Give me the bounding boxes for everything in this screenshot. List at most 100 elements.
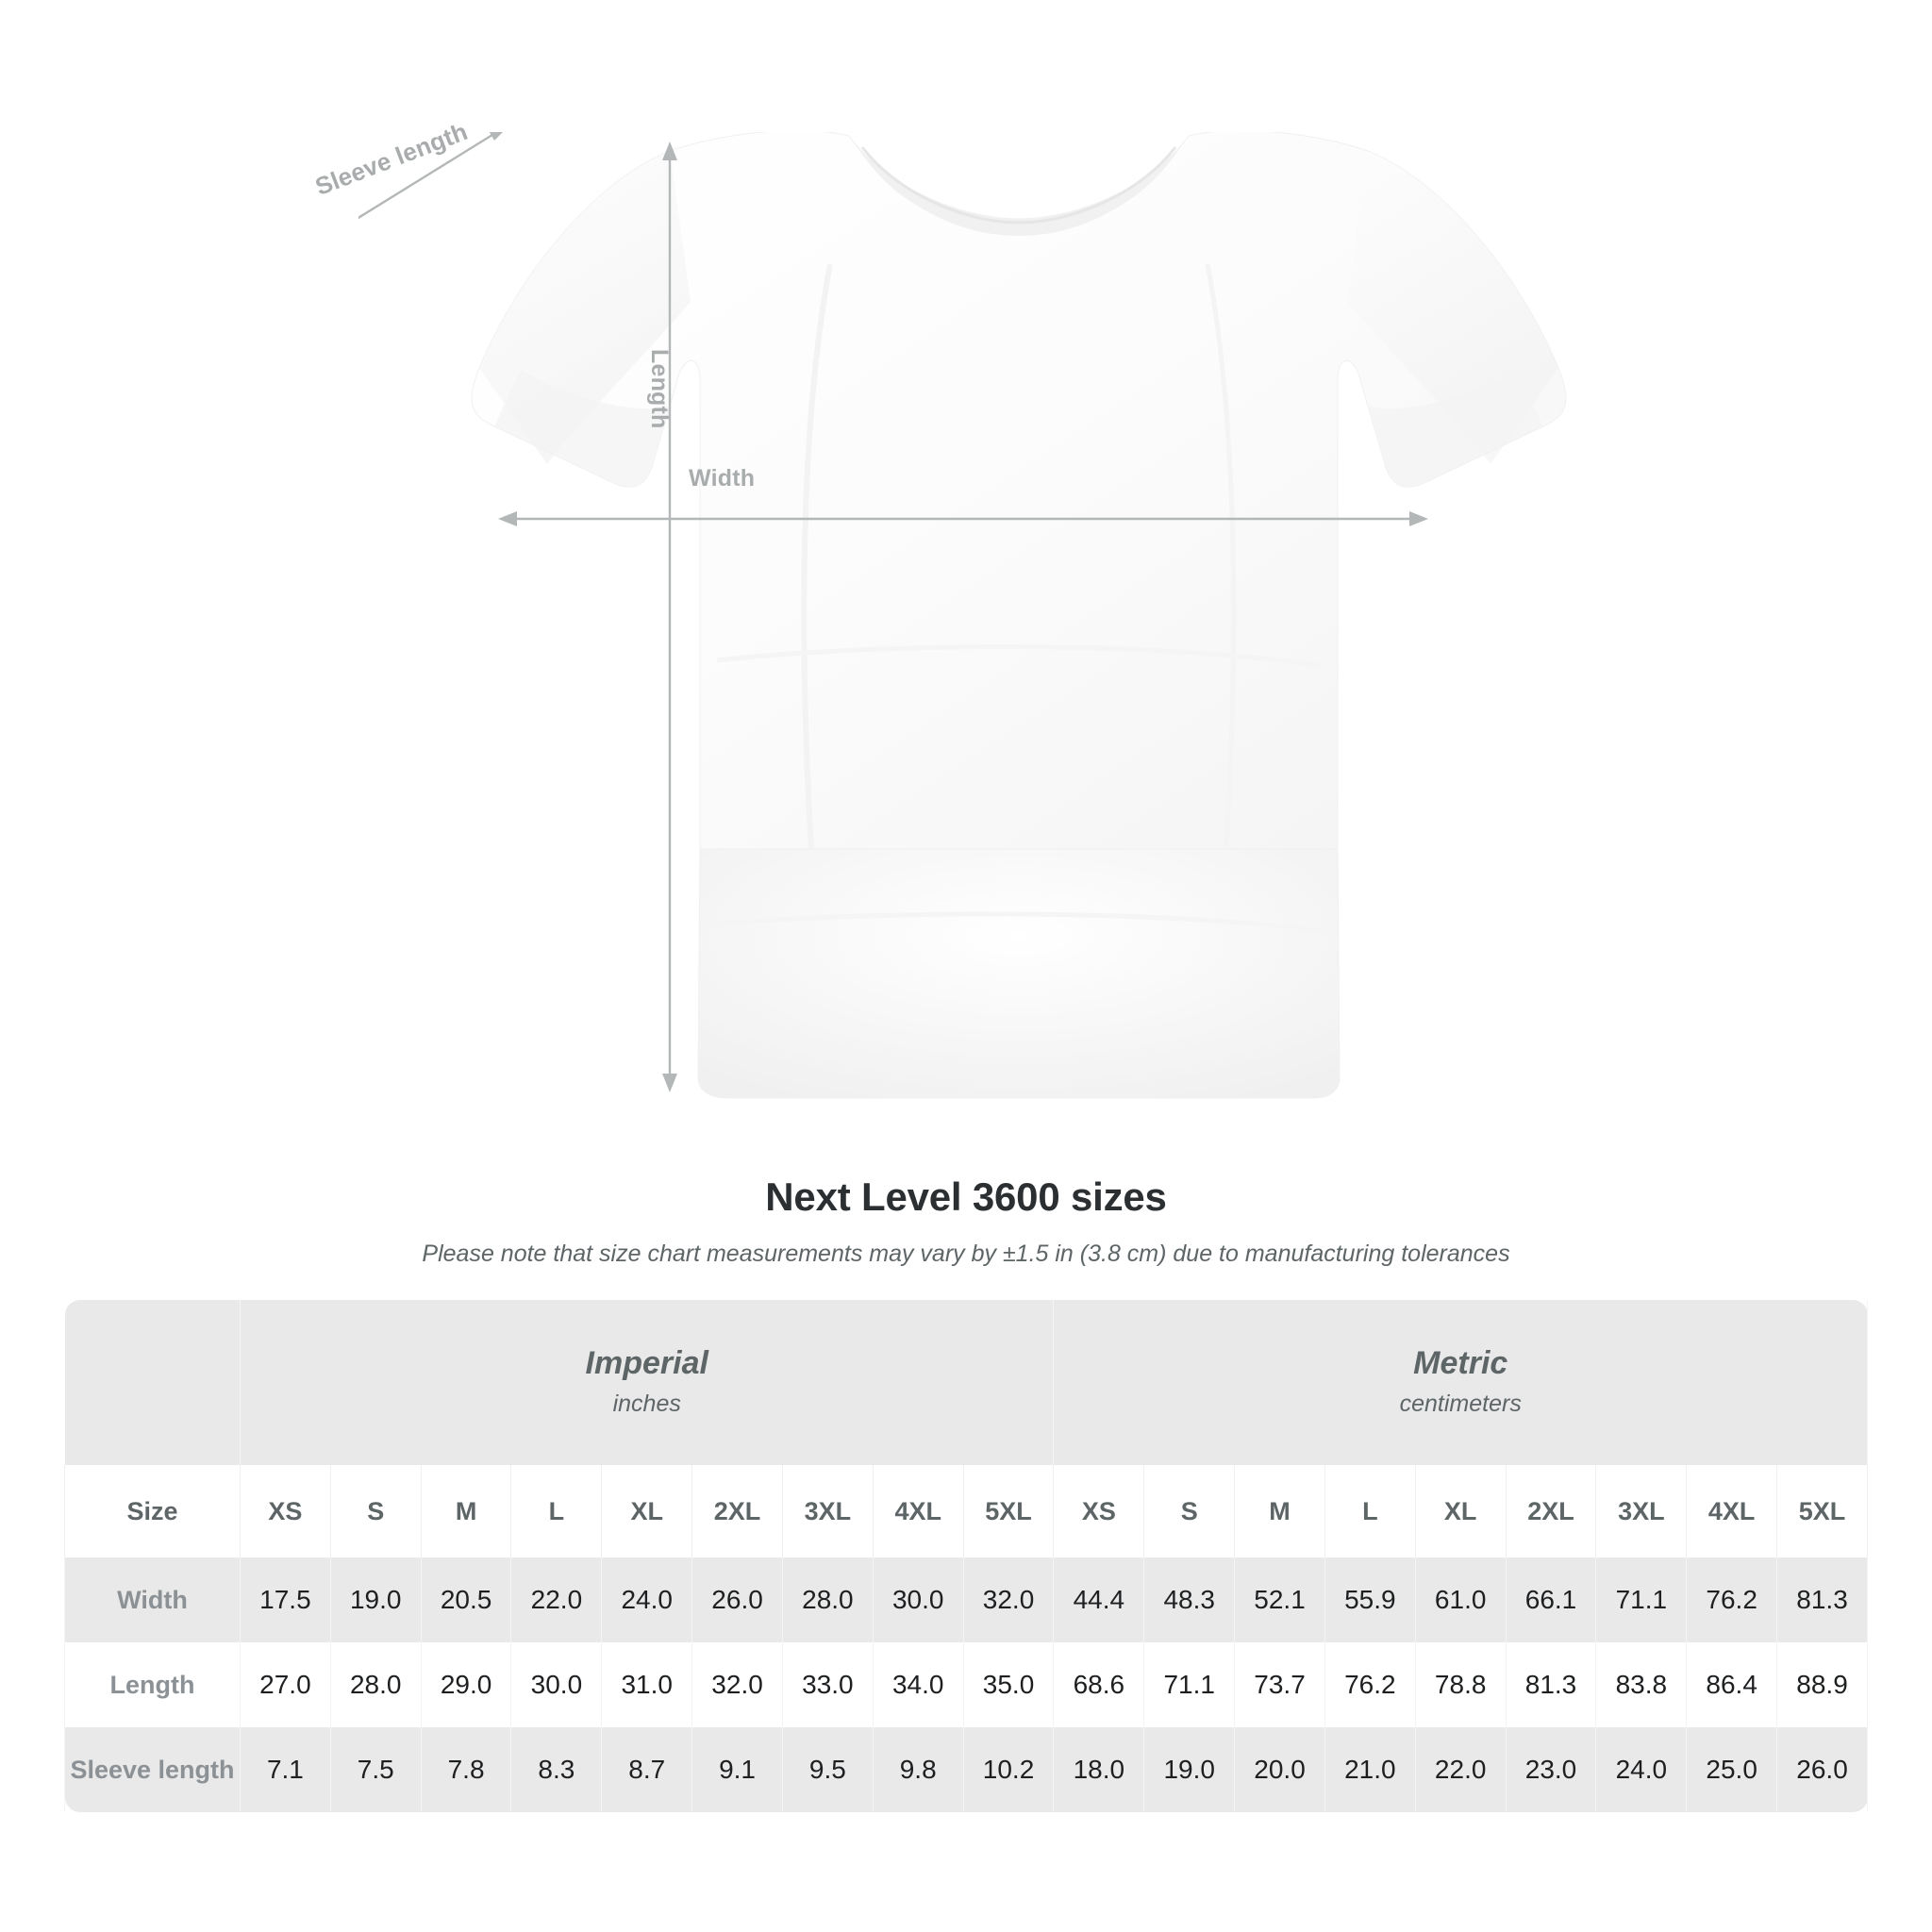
length-imperial-l: 30.0 [510, 1642, 603, 1727]
sleeve-imperial-xl: 8.7 [601, 1727, 693, 1812]
length-arrow [662, 142, 677, 1092]
measurement-arrows [358, 132, 1428, 1092]
length-metric-3xl: 83.8 [1595, 1642, 1688, 1727]
sleeve-imperial-3xl: 9.5 [781, 1727, 874, 1812]
length-imperial-5xl: 35.0 [962, 1642, 1055, 1727]
length-imperial-xs: 27.0 [240, 1642, 331, 1727]
size-header-metric-2xl: 2XL [1505, 1465, 1597, 1557]
sleeve-metric-4xl: 25.0 [1686, 1727, 1778, 1812]
sleeve-metric-l: 21.0 [1324, 1727, 1416, 1812]
length-label: Length [646, 349, 673, 429]
width-imperial-s: 19.0 [329, 1557, 422, 1642]
length-metric-m: 73.7 [1234, 1642, 1325, 1727]
width-imperial-xs: 17.5 [240, 1557, 331, 1642]
width-imperial-4xl: 30.0 [872, 1557, 964, 1642]
size-header-imperial-xs: XS [240, 1465, 331, 1557]
width-metric-s: 48.3 [1143, 1557, 1236, 1642]
length-imperial-s: 28.0 [329, 1642, 422, 1727]
width-imperial-5xl: 32.0 [962, 1557, 1055, 1642]
size-table-wrapper: Imperial inches Metric centimeters Size … [64, 1300, 1868, 1812]
size-header-imperial-m: M [420, 1465, 512, 1557]
width-metric-xs: 44.4 [1053, 1557, 1145, 1642]
sleeve-metric-xl: 22.0 [1414, 1727, 1507, 1812]
size-header-imperial-s: S [329, 1465, 422, 1557]
length-metric-xl: 78.8 [1414, 1642, 1507, 1727]
group-metric-unit: centimeters [1399, 1390, 1522, 1417]
unit-group-row: Imperial inches Metric centimeters [64, 1300, 1868, 1465]
sleeve-imperial-5xl: 10.2 [962, 1727, 1055, 1812]
length-imperial-m: 29.0 [420, 1642, 512, 1727]
sleeve-arrow [358, 132, 503, 220]
size-header-label: Size [64, 1465, 241, 1557]
length-metric-xs: 68.6 [1053, 1642, 1145, 1727]
tolerance-note: Please note that size chart measurements… [422, 1241, 1510, 1267]
length-imperial-3xl: 33.0 [781, 1642, 874, 1727]
row-label-sleeve-length: Sleeve length [64, 1727, 241, 1812]
width-label: Width [689, 465, 756, 491]
size-header-metric-4xl: 4XL [1686, 1465, 1778, 1557]
size-header-metric-m: M [1234, 1465, 1325, 1557]
sleeve-metric-m: 20.0 [1234, 1727, 1325, 1812]
tshirt-diagram: Sleeve length Length Width [311, 117, 1585, 1132]
sleeve-imperial-m: 7.8 [420, 1727, 512, 1812]
group-spacer [64, 1300, 241, 1465]
size-header-metric-xl: XL [1414, 1465, 1507, 1557]
length-metric-s: 71.1 [1143, 1642, 1236, 1727]
length-imperial-4xl: 34.0 [872, 1642, 964, 1727]
table-row-width: Width 17.5 19.0 20.5 22.0 24.0 26.0 28.0… [64, 1557, 1868, 1642]
width-imperial-xl: 24.0 [601, 1557, 693, 1642]
size-header-imperial-3xl: 3XL [781, 1465, 874, 1557]
size-table: Imperial inches Metric centimeters Size … [64, 1300, 1868, 1812]
size-header-metric-l: L [1324, 1465, 1416, 1557]
group-metric-name: Metric [1413, 1345, 1508, 1382]
group-imperial: Imperial inches [240, 1300, 1055, 1465]
sleeve-metric-xs: 18.0 [1053, 1727, 1145, 1812]
sleeve-imperial-4xl: 9.8 [872, 1727, 964, 1812]
length-metric-l: 76.2 [1324, 1642, 1416, 1727]
sleeve-imperial-xs: 7.1 [240, 1727, 331, 1812]
width-metric-xl: 61.0 [1414, 1557, 1507, 1642]
sleeve-imperial-s: 7.5 [329, 1727, 422, 1812]
size-header-metric-s: S [1143, 1465, 1236, 1557]
sleeve-metric-5xl: 26.0 [1776, 1727, 1868, 1812]
table-row-sleeve-length: Sleeve length 7.1 7.5 7.8 8.3 8.7 9.1 9.… [64, 1727, 1868, 1812]
width-metric-l: 55.9 [1324, 1557, 1416, 1642]
width-metric-2xl: 66.1 [1505, 1557, 1597, 1642]
page-title: Next Level 3600 sizes [765, 1174, 1167, 1219]
width-metric-3xl: 71.1 [1595, 1557, 1688, 1642]
width-metric-5xl: 81.3 [1776, 1557, 1868, 1642]
width-imperial-3xl: 28.0 [781, 1557, 874, 1642]
sleeve-metric-2xl: 23.0 [1505, 1727, 1597, 1812]
size-header-imperial-2xl: 2XL [691, 1465, 783, 1557]
sleeve-imperial-2xl: 9.1 [691, 1727, 783, 1812]
sleeve-metric-3xl: 24.0 [1595, 1727, 1688, 1812]
row-label-length: Length [64, 1642, 241, 1727]
size-header-metric-xs: XS [1053, 1465, 1145, 1557]
size-header-imperial-xl: XL [601, 1465, 693, 1557]
length-metric-2xl: 81.3 [1505, 1642, 1597, 1727]
shirt-body-shape [471, 132, 1567, 1099]
size-header-metric-3xl: 3XL [1595, 1465, 1688, 1557]
size-header-metric-5xl: 5XL [1776, 1465, 1868, 1557]
sleeve-imperial-l: 8.3 [510, 1727, 603, 1812]
group-imperial-name: Imperial [585, 1345, 708, 1382]
width-arrow [498, 511, 1428, 526]
width-imperial-2xl: 26.0 [691, 1557, 783, 1642]
width-metric-4xl: 76.2 [1686, 1557, 1778, 1642]
size-header-imperial-4xl: 4XL [872, 1465, 964, 1557]
tshirt-image [358, 132, 1585, 1132]
length-imperial-2xl: 32.0 [691, 1642, 783, 1727]
length-imperial-xl: 31.0 [601, 1642, 693, 1727]
width-imperial-l: 22.0 [510, 1557, 603, 1642]
width-metric-m: 52.1 [1234, 1557, 1325, 1642]
size-header-imperial-l: L [510, 1465, 603, 1557]
group-metric: Metric centimeters [1053, 1300, 1868, 1465]
sleeve-metric-s: 19.0 [1143, 1727, 1236, 1812]
length-metric-4xl: 86.4 [1686, 1642, 1778, 1727]
length-metric-5xl: 88.9 [1776, 1642, 1868, 1727]
table-row-length: Length 27.0 28.0 29.0 30.0 31.0 32.0 33.… [64, 1642, 1868, 1727]
size-header-row: Size XS S M L XL 2XL 3XL 4XL 5XL XS S M … [64, 1465, 1868, 1557]
size-header-imperial-5xl: 5XL [962, 1465, 1055, 1557]
group-imperial-unit: inches [612, 1390, 681, 1417]
